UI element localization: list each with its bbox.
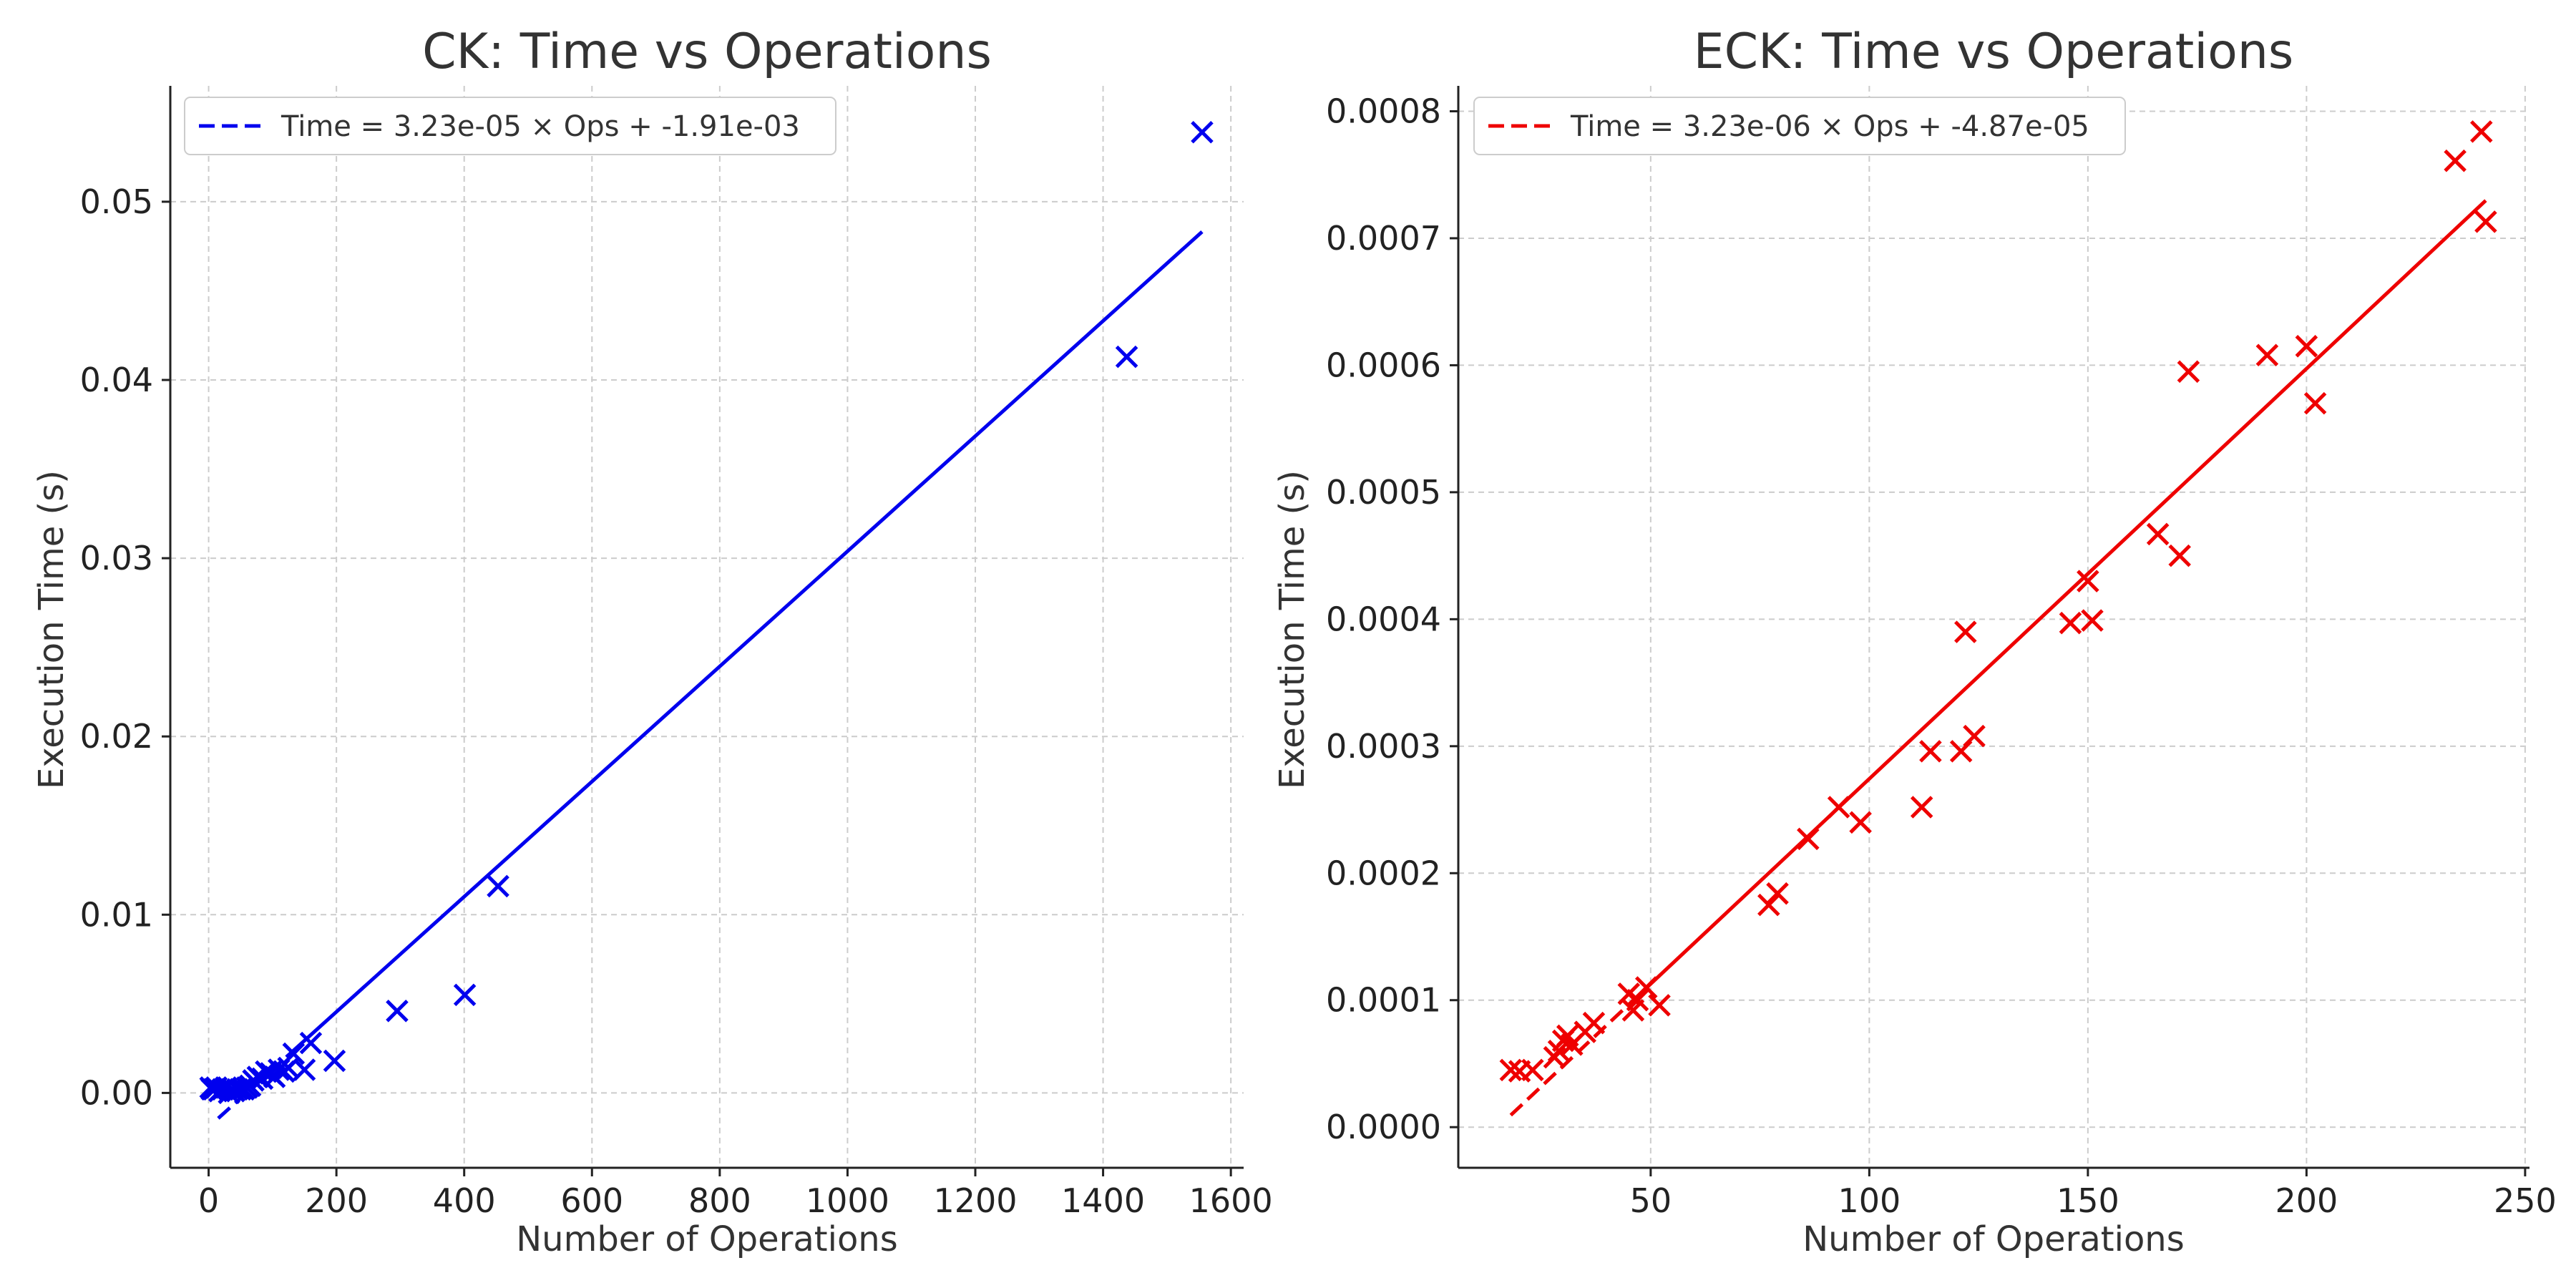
ck-point-5 [323,1049,346,1073]
eck-point-16 [1766,882,1789,905]
eck-y-tick-label-1: 0.0001 [1326,981,1441,1020]
ck-y-tick-label-4: 0.04 [80,361,153,399]
eck-point-19 [1849,811,1872,834]
eck-point-14 [1648,994,1671,1017]
eck-y-tick-label-2: 0.0002 [1326,854,1441,892]
ck-point-6 [299,1031,323,1055]
ck-x-tick-label-1: 200 [305,1181,368,1220]
eck-point-13 [1634,976,1658,999]
ck-x-tick-label-8: 1600 [1189,1181,1273,1220]
ck-x-axis-label: Number of Operations [516,1219,897,1259]
ck-points [199,120,1214,1105]
eck-chart-title: ECK: Time vs Operations [1694,24,2294,80]
ck-chart-title: CK: Time vs Operations [422,24,992,80]
eck-point-21 [1919,740,1942,763]
eck-legend-text: Time = 3.23e-06 × Ops + -4.87e-05 [1570,110,2089,143]
eck-point-28 [2146,522,2170,546]
ck-y-tick-label-0: 0.00 [80,1073,153,1112]
eck-point-23 [1954,620,1977,643]
ck-x-tick-label-2: 400 [433,1181,496,1220]
eck-y-tick-label-8: 0.0008 [1326,92,1441,130]
eck-point-0 [1499,1058,1523,1082]
eck-point-18 [1827,796,1850,819]
ck-legend: Time = 3.23e-05 × Ops + -1.91e-03 [184,97,836,155]
eck-point-29 [2168,544,2191,567]
ck-chart: CK: Time vs Operations 0 200 400 600 800 1000… [31,24,1273,1259]
eck-point-34 [2444,149,2467,172]
eck-y-tick-label-5: 0.0005 [1326,473,1441,512]
ck-y-tick-label-1: 0.01 [80,895,153,934]
ck-ticks: 0 200 400 600 800 1000 1200 1400 1600 0.00 0.01 0.0… [80,182,1273,1220]
ck-point-0 [1191,120,1214,144]
eck-point-12 [1626,988,1649,1012]
eck-y-axis-label: Execution Time (s) [1272,470,1312,789]
eck-point-20 [1910,796,1933,819]
ck-y-tick-label-2: 0.02 [80,717,153,756]
ck-fit [217,230,1204,1120]
eck-fit-line [1627,199,2487,1006]
ck-axes [169,86,1244,1169]
ck-point-1 [1115,345,1138,369]
eck-points [1499,120,2497,1083]
ck-x-tick-label-3: 600 [560,1181,623,1220]
eck-point-31 [2255,343,2279,366]
eck-legend-box [1473,97,2126,155]
eck-grid [1458,86,2529,1168]
eck-legend: Time = 3.23e-06 × Ops + -4.87e-05 [1473,97,2126,155]
eck-point-26 [2077,570,2099,592]
eck-point-15 [1757,893,1780,917]
eck-point-27 [2081,609,2104,632]
eck-point-24 [1963,724,1986,748]
eck-x-tick-label-1: 100 [1838,1181,1901,1220]
ck-y-axis-label: Execution Time (s) [31,470,72,789]
eck-point-17 [1797,827,1820,851]
eck-y-tick-label-7: 0.0007 [1326,219,1441,258]
ck-point-32 [199,1076,223,1099]
ck-point-15 [250,1067,274,1091]
eck-axes [1457,86,2529,1169]
ck-legend-box [184,97,836,155]
eck-x-tick-label-0: 50 [1630,1181,1672,1220]
eck-point-36 [2474,210,2497,233]
ck-x-tick-label-7: 1400 [1061,1181,1145,1220]
ck-y-tick-label-5: 0.05 [80,182,153,221]
eck-ticks: 50 100 150 200 250 0.0000 0.0001 0.0002 0.0003 0.… [1326,92,2557,1220]
eck-x-tick-label-4: 250 [2494,1181,2557,1220]
eck-point-33 [2303,391,2327,415]
eck-y-tick-label-6: 0.0006 [1326,346,1441,384]
eck-point-2 [1521,1058,1544,1082]
eck-x-axis-label: Number of Operations [1802,1219,2184,1259]
eck-x-tick-label-3: 200 [2275,1181,2338,1220]
eck-chart: ECK: Time vs Operations 50 100 150 200 250 0.… [1272,24,2557,1259]
eck-point-9 [1582,1011,1606,1035]
eck-point-30 [2177,360,2200,384]
ck-x-tick-label-5: 1000 [806,1181,889,1220]
eck-x-tick-label-2: 150 [2057,1181,2119,1220]
ck-x-tick-label-4: 800 [688,1181,751,1220]
eck-point-35 [2470,120,2493,143]
ck-point-3 [453,983,477,1007]
eck-fit [1509,199,2487,1117]
eck-y-tick-label-3: 0.0003 [1326,727,1441,766]
ck-grid [170,86,1244,1168]
eck-point-32 [2295,335,2318,358]
eck-point-25 [2059,611,2082,635]
ck-point-2 [487,874,509,898]
ck-legend-text: Time = 3.23e-05 × Ops + -1.91e-03 [280,110,800,143]
eck-y-tick-label-4: 0.0004 [1326,600,1441,638]
ck-x-tick-label-6: 1200 [933,1181,1017,1220]
ck-y-tick-label-3: 0.03 [80,539,153,577]
ck-fit-line [290,230,1204,1054]
eck-y-tick-label-0: 0.0000 [1326,1108,1441,1146]
ck-point-4 [386,1000,409,1023]
ck-x-tick-label-0: 0 [198,1181,219,1220]
